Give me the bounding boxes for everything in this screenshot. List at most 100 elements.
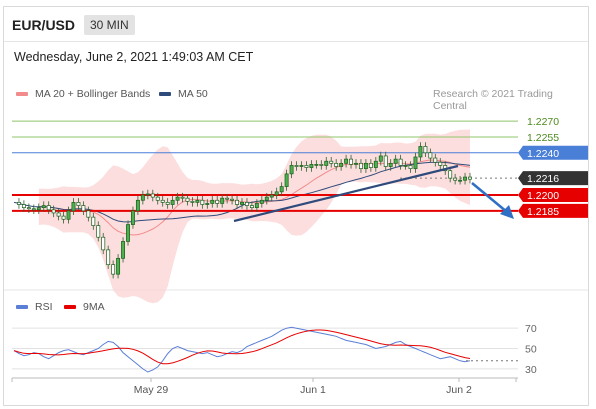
timestamp: Wednesday, June 2, 2021 1:49:03 AM CET — [14, 50, 254, 64]
candle — [245, 198, 249, 210]
candle-body — [373, 160, 378, 168]
candle — [71, 198, 76, 216]
candle — [17, 198, 21, 209]
candle — [116, 254, 121, 279]
candle-body — [398, 158, 403, 166]
candle-body — [61, 215, 66, 220]
candle-body — [334, 162, 339, 167]
candle — [324, 157, 329, 170]
candle — [373, 157, 378, 172]
candle — [433, 153, 438, 167]
candle-body — [359, 162, 363, 169]
candle-body — [254, 203, 259, 209]
candle-body — [31, 208, 36, 211]
candle-body — [126, 224, 130, 242]
candle-body — [468, 176, 472, 180]
candle — [458, 176, 463, 185]
candle — [294, 161, 299, 171]
timeframe-badge[interactable]: 30 MIN — [84, 15, 135, 35]
candle — [408, 161, 413, 173]
legend-rsi-label: RSI — [35, 301, 53, 313]
candle — [453, 173, 458, 185]
candle — [279, 182, 284, 197]
candle-body — [245, 202, 249, 206]
candle-body — [165, 202, 170, 205]
candle — [359, 159, 363, 173]
candle — [215, 196, 220, 208]
candle-body — [215, 199, 220, 204]
candle — [468, 172, 472, 184]
candle — [135, 196, 140, 216]
candle-body — [101, 236, 106, 251]
candle — [264, 192, 269, 205]
legend-9ma-label: 9MA — [83, 301, 105, 313]
candle-body — [299, 165, 304, 167]
candle-body — [453, 177, 458, 181]
candle — [403, 161, 408, 170]
candle — [126, 220, 130, 246]
level-label-1-2216: 1.2216 — [527, 173, 559, 185]
candle-body — [249, 205, 254, 209]
candle — [66, 206, 71, 224]
candle-body — [106, 249, 111, 266]
candle — [81, 201, 86, 216]
rsi-tick-70: 70 — [525, 323, 537, 335]
candle — [165, 198, 170, 209]
candle — [170, 196, 175, 209]
candle-body — [26, 207, 31, 210]
legend-ma50: MA 50 — [159, 88, 208, 100]
candle-body — [413, 156, 418, 169]
ma20-line — [38, 159, 471, 236]
candle-body — [279, 186, 284, 193]
ma50-swatch — [159, 92, 171, 96]
legend-rsi: RSI — [16, 301, 53, 313]
candle — [195, 196, 200, 207]
candle — [448, 166, 453, 183]
candle-body — [56, 212, 61, 217]
candle-body — [463, 176, 467, 181]
candle — [91, 212, 96, 230]
candle-body — [160, 199, 165, 203]
level-label-1-2200: 1.2200 — [527, 190, 559, 202]
candle-body — [135, 199, 140, 212]
candle-body — [344, 158, 349, 164]
legend-9ma: 9MA — [64, 301, 105, 313]
candle-body — [116, 257, 121, 275]
level-tag-1-2216 — [518, 171, 588, 186]
candle-body — [294, 165, 299, 167]
candle-body — [185, 197, 190, 202]
candle-body — [235, 199, 239, 205]
candle-body — [383, 155, 388, 167]
candle — [51, 205, 56, 218]
candle-body — [349, 158, 353, 165]
candle-body — [41, 205, 46, 209]
candle — [344, 154, 349, 168]
level-label-1-2240: 1.2240 — [527, 148, 559, 160]
candle-body — [339, 162, 344, 167]
candle — [378, 151, 383, 166]
candle — [56, 208, 61, 221]
candle — [354, 159, 358, 169]
candle — [438, 158, 443, 170]
candle-body — [314, 164, 319, 166]
candle-body — [264, 196, 269, 201]
currency-pair: EUR/USD — [12, 17, 76, 33]
candle — [36, 203, 41, 214]
candle-body — [111, 264, 116, 275]
candle-body — [66, 210, 71, 220]
x-tick-label: May 29 — [134, 384, 169, 396]
candle-body — [393, 158, 398, 164]
candle — [254, 199, 259, 212]
candle — [175, 192, 180, 205]
candle-body — [289, 165, 294, 175]
candle-body — [240, 202, 244, 205]
candle — [101, 233, 106, 255]
candle — [393, 154, 398, 168]
candle-body — [408, 165, 413, 169]
candle — [349, 154, 353, 169]
level-tag-1-2185 — [518, 203, 588, 218]
candle-body — [91, 216, 96, 226]
rsi-tick-50: 50 — [525, 344, 537, 356]
candle — [334, 159, 339, 171]
